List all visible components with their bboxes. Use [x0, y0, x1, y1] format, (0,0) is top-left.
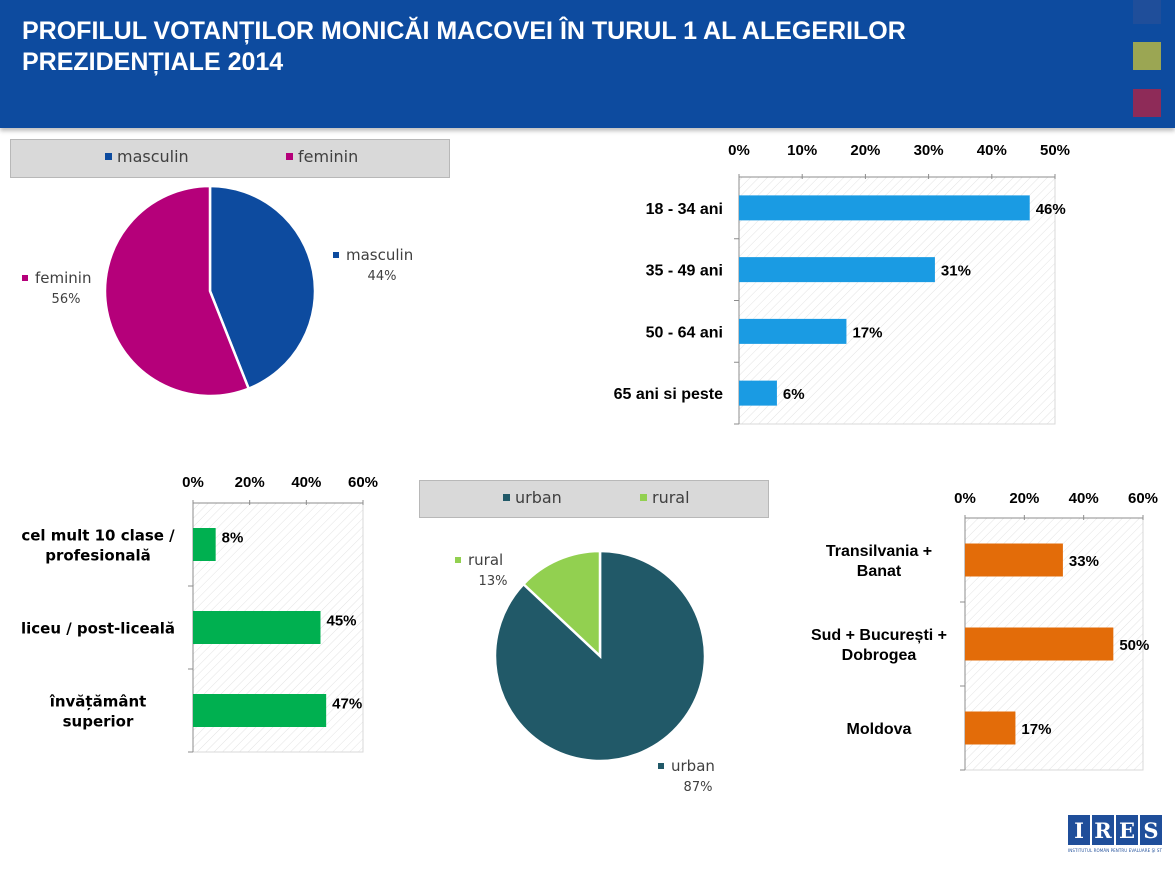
x-tick-label: 30%	[914, 142, 944, 159]
gender-legend: masculin feminin	[10, 139, 450, 178]
category-label: Transilvania + Banat	[826, 543, 932, 580]
bar-value-label: 33%	[1069, 553, 1099, 570]
x-tick-label: 20%	[235, 474, 265, 491]
pie-slice-rural	[521, 549, 602, 659]
x-tick-label: 20%	[1009, 490, 1039, 507]
pie-label-masculin: masculin	[346, 246, 413, 264]
title-line-1: PROFILUL VOTANȚILOR MONICĂI MACOVEI ÎN T…	[22, 17, 906, 45]
bar-value-label: 6%	[783, 386, 805, 403]
category-label: 35 - 49 ani	[646, 263, 723, 280]
bar	[739, 257, 935, 283]
bar	[193, 694, 327, 727]
bar-value-label: 50%	[1119, 637, 1149, 654]
bar	[739, 195, 1030, 221]
pie-value-rural: 13%	[479, 574, 508, 589]
accent-square-blue	[1133, 0, 1161, 24]
logo-letter: R	[1092, 815, 1114, 845]
pie-label-marker	[22, 275, 28, 281]
category-label: 50 - 64 ani	[646, 324, 723, 341]
bar-value-label: 45%	[327, 613, 357, 630]
bar-value-label: 47%	[332, 696, 362, 713]
x-tick-label: 0%	[954, 490, 976, 507]
accent-square-olive	[1133, 42, 1161, 70]
x-tick-label: 40%	[1069, 490, 1099, 507]
pie-label-feminin: feminin	[35, 269, 91, 287]
bar-value-label: 17%	[852, 324, 882, 341]
bar	[193, 528, 216, 561]
pie-label-marker	[455, 557, 461, 563]
bar-value-label: 31%	[941, 263, 971, 280]
x-tick-label: 60%	[1128, 490, 1158, 507]
bar	[965, 543, 1063, 577]
logo-letter: E	[1116, 815, 1138, 845]
title-line-2: PREZIDENȚIALE 2014	[22, 48, 284, 76]
pie-slice-masculin	[208, 184, 317, 391]
residence-pie-chart: urban 87% rural 13%	[455, 549, 715, 795]
ires-logo: I R E S INSTITUTUL ROMÂN PENTRU EVALUARE…	[1068, 815, 1162, 860]
x-tick-label: 60%	[348, 474, 378, 491]
age-bar-chart: 0% 10% 20% 30% 40% 50% 46% 18 - 34 ani 31% 35 - 4…	[614, 142, 1070, 425]
bar	[965, 711, 1016, 745]
pie-label-marker	[333, 252, 339, 258]
category-label: cel mult 10 clase / profesională	[21, 527, 175, 565]
logo-subtitle: INSTITUTUL ROMÂN PENTRU EVALUARE ŞI STRA…	[1068, 848, 1162, 853]
pie-label-rural: rural	[468, 551, 503, 569]
category-label: liceu / post-liceală	[21, 620, 175, 638]
bar	[739, 380, 777, 406]
legend-item-feminin: feminin	[286, 147, 358, 166]
bar-value-label: 17%	[1021, 721, 1051, 738]
x-tick-label: 0%	[182, 474, 204, 491]
pie-slice-feminin	[103, 184, 251, 398]
residence-legend: urban rural	[419, 480, 769, 518]
category-label: învățământ superior	[49, 693, 147, 731]
bar-value-label: 8%	[222, 530, 244, 547]
category-label: Moldova	[847, 721, 912, 738]
x-tick-label: 40%	[291, 474, 321, 491]
x-tick-label: 50%	[1040, 142, 1070, 159]
pie-label-marker	[658, 763, 664, 769]
page-title: PROFILUL VOTANȚILOR MONICĂI MACOVEI ÎN T…	[22, 16, 906, 78]
legend-item-rural: rural	[640, 488, 690, 507]
x-tick-label: 10%	[787, 142, 817, 159]
pie-label-urban: urban	[671, 757, 715, 775]
pie-value-urban: 87%	[684, 780, 713, 795]
education-bar-chart: 0% 20% 40% 60% 8% cel mult 10 clase / profesio…	[21, 474, 378, 753]
category-label: Sud + București + Dobrogea	[811, 627, 947, 664]
pie-value-feminin: 56%	[52, 292, 81, 307]
x-tick-label: 40%	[977, 142, 1007, 159]
category-label: 65 ani si peste	[614, 386, 723, 403]
region-bar-chart: 0% 20% 40% 60% 33% Transilvania + Banat 50% Sud …	[811, 490, 1158, 771]
bar-value-label: 46%	[1036, 201, 1066, 218]
legend-item-urban: urban	[503, 488, 562, 507]
gender-pie-chart: masculin 44% feminin 56%	[22, 184, 413, 398]
logo-letter: I	[1068, 815, 1090, 845]
accent-square-plum	[1133, 89, 1161, 117]
bar	[965, 627, 1114, 661]
header-banner: PROFILUL VOTANȚILOR MONICĂI MACOVEI ÎN T…	[0, 0, 1175, 128]
category-label: 18 - 34 ani	[646, 201, 723, 218]
legend-item-masculin: masculin	[105, 147, 189, 166]
x-tick-label: 0%	[728, 142, 750, 159]
x-tick-label: 20%	[850, 142, 880, 159]
bar	[193, 611, 321, 644]
logo-letter: S	[1140, 815, 1162, 845]
bar	[739, 318, 847, 344]
pie-value-masculin: 44%	[368, 269, 397, 284]
